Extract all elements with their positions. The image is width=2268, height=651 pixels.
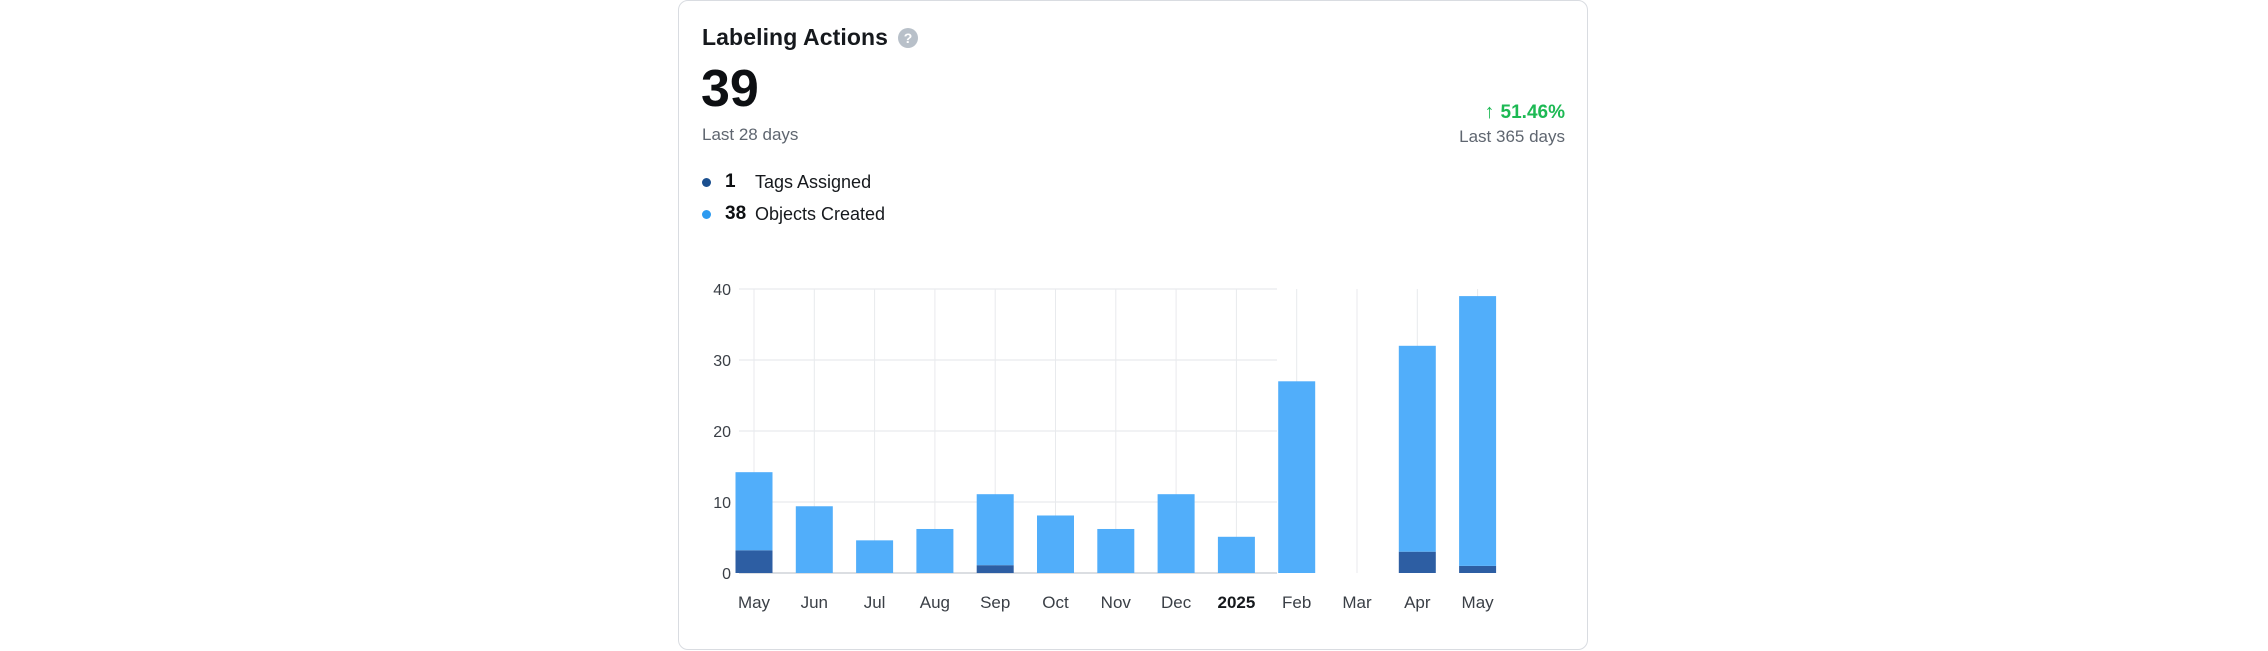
x-tick-label: Jun <box>801 593 828 612</box>
bar-objects-created[interactable] <box>1217 536 1255 573</box>
bar-objects-created[interactable] <box>1459 296 1497 566</box>
x-tick-label: Apr <box>1404 593 1431 612</box>
bar-chart: 0 10 20 30 40 May Jun Jul Aug Sep Oct Nov Dec 2025 Feb… <box>713 282 1497 612</box>
total-count: 39 <box>701 60 759 118</box>
legend-dot-tags-assigned <box>702 177 711 187</box>
legend-label: Objects Created <box>755 203 886 224</box>
x-tick-label: Nov <box>1101 593 1132 612</box>
legend-item-objects-created: 38 Objects Created <box>702 198 885 230</box>
bar-tags-assigned[interactable] <box>1459 565 1497 573</box>
bar-objects-created[interactable] <box>1398 345 1436 552</box>
legend-count: 38 <box>725 203 747 224</box>
change-percent: 51.46% <box>1500 101 1565 123</box>
y-tick-label: 30 <box>713 353 731 370</box>
x-tick-label: Dec <box>1161 593 1192 612</box>
bar-objects-created[interactable] <box>1157 494 1195 573</box>
bar-objects-created[interactable] <box>1278 381 1316 573</box>
legend-dot-objects-created <box>702 209 711 219</box>
legend-item-tags-assigned: 1 Tags Assigned <box>702 166 885 198</box>
change-block: ↑ 51.46% Last 365 days <box>1459 101 1565 147</box>
bar-objects-created[interactable] <box>976 494 1014 566</box>
total-period: Last 28 days <box>702 125 799 144</box>
x-tick-label: 2025 <box>1217 593 1255 612</box>
labeling-actions-card: Labeling Actions ? 39 Last 28 days ↑ 51.… <box>678 0 1588 650</box>
bar-objects-created[interactable] <box>856 540 894 573</box>
bar-objects-created[interactable] <box>735 472 773 551</box>
x-tick-label: Oct <box>1042 593 1069 612</box>
x-tick-label: Aug <box>920 593 950 612</box>
y-tick-label: 10 <box>713 495 731 512</box>
arrow-up-icon: ↑ <box>1484 101 1495 123</box>
bar-tags-assigned[interactable] <box>976 565 1014 573</box>
legend: 1 Tags Assigned 38 Objects Created <box>702 166 885 230</box>
bar-tags-assigned[interactable] <box>735 550 773 573</box>
x-tick-label: May <box>738 593 771 612</box>
x-tick-label: Feb <box>1282 593 1311 612</box>
x-tick-label: Sep <box>980 593 1010 612</box>
change-period: Last 365 days <box>1459 127 1565 146</box>
legend-label: Tags Assigned <box>755 171 872 192</box>
card-title: Labeling Actions <box>702 24 889 50</box>
y-tick-label: 40 <box>713 282 731 299</box>
y-tick-label: 20 <box>713 424 731 441</box>
legend-count: 1 <box>725 171 736 192</box>
x-tick-label: Jul <box>864 593 886 612</box>
x-tick-label: May <box>1462 593 1495 612</box>
change-value-row: ↑ 51.46% <box>1459 101 1565 124</box>
bar-objects-created[interactable] <box>1097 528 1135 573</box>
bar-objects-created[interactable] <box>795 506 833 573</box>
title-row: Labeling Actions ? <box>702 24 919 51</box>
x-tick-label: Mar <box>1342 593 1372 612</box>
y-tick-label: 0 <box>722 566 731 583</box>
bar-objects-created[interactable] <box>916 528 954 573</box>
help-icon[interactable]: ? <box>898 27 919 48</box>
bar-objects-created[interactable] <box>1037 515 1074 573</box>
bar-tags-assigned[interactable] <box>1398 551 1436 573</box>
